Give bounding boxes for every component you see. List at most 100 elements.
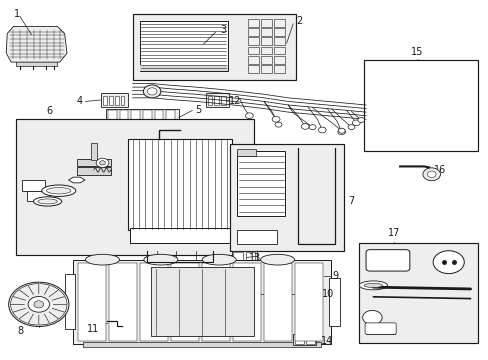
Bar (260, 46, 271, 54)
Circle shape (28, 296, 49, 312)
Text: 15: 15 (410, 47, 423, 57)
Bar (119, 111, 128, 125)
Circle shape (272, 116, 280, 122)
Bar (109, 96, 113, 105)
Bar (247, 56, 258, 64)
Bar (229, 144, 344, 251)
Bar (273, 56, 284, 64)
Bar (166, 111, 175, 125)
Bar (233, 252, 243, 260)
Bar (77, 158, 111, 166)
Bar (214, 96, 219, 105)
Bar (130, 228, 229, 243)
Ellipse shape (85, 254, 119, 265)
FancyBboxPatch shape (365, 323, 395, 334)
Bar (237, 152, 285, 216)
Bar (221, 96, 225, 105)
Bar (109, 262, 137, 341)
Bar (131, 111, 140, 125)
Circle shape (352, 120, 360, 126)
Bar (264, 262, 292, 341)
Ellipse shape (143, 254, 178, 265)
Circle shape (245, 113, 253, 118)
Text: 7: 7 (348, 197, 354, 206)
Bar (73, 260, 330, 343)
Bar (363, 60, 477, 152)
Circle shape (422, 168, 440, 181)
Text: 3: 3 (220, 25, 226, 35)
Circle shape (100, 161, 105, 165)
Bar (130, 228, 229, 243)
Bar (27, 191, 50, 202)
Bar (22, 180, 45, 191)
Circle shape (427, 171, 435, 177)
Bar (108, 111, 116, 125)
Bar (247, 46, 258, 54)
Bar (101, 93, 127, 107)
Bar (91, 143, 97, 160)
Bar (83, 342, 321, 347)
Bar (140, 262, 168, 341)
Bar (237, 149, 256, 156)
Bar (247, 65, 258, 73)
Bar (171, 262, 199, 341)
Text: 13: 13 (249, 252, 261, 262)
Circle shape (318, 127, 325, 133)
Bar (205, 93, 228, 107)
Ellipse shape (41, 185, 76, 197)
Circle shape (357, 117, 364, 122)
Bar (232, 251, 256, 261)
Circle shape (432, 251, 463, 274)
Circle shape (96, 158, 109, 167)
Ellipse shape (46, 188, 71, 194)
Bar (260, 56, 271, 64)
Text: 4: 4 (77, 96, 83, 107)
Polygon shape (9, 282, 69, 327)
Text: 8: 8 (18, 326, 24, 336)
Bar (305, 336, 314, 343)
Bar (106, 109, 179, 126)
Bar (273, 46, 284, 54)
Bar (154, 111, 163, 125)
Text: 12: 12 (228, 96, 241, 107)
Bar (77, 167, 111, 175)
Bar (207, 96, 212, 105)
Text: 11: 11 (86, 324, 99, 334)
Polygon shape (6, 26, 67, 62)
Text: 16: 16 (433, 165, 446, 175)
Circle shape (337, 129, 345, 135)
Bar (273, 19, 284, 27)
Ellipse shape (38, 199, 57, 204)
FancyBboxPatch shape (366, 249, 409, 271)
Circle shape (275, 122, 282, 127)
Bar (140, 21, 227, 71)
Bar (295, 262, 323, 341)
Ellipse shape (260, 254, 294, 265)
Text: 9: 9 (331, 271, 338, 282)
Bar (294, 336, 303, 343)
Bar (103, 96, 107, 105)
Bar (16, 119, 254, 255)
Bar (260, 65, 271, 73)
Ellipse shape (202, 254, 236, 265)
Bar (115, 96, 118, 105)
Bar (366, 324, 394, 334)
Circle shape (308, 125, 315, 130)
Bar (237, 230, 277, 244)
Ellipse shape (359, 281, 386, 290)
Circle shape (362, 310, 381, 325)
Text: 5: 5 (195, 105, 201, 115)
Bar (142, 111, 151, 125)
Bar (132, 14, 295, 80)
Bar (328, 278, 339, 326)
Text: 2: 2 (296, 16, 302, 26)
Bar (140, 64, 227, 71)
Circle shape (347, 125, 354, 130)
Bar (247, 19, 258, 27)
Text: 17: 17 (387, 228, 400, 238)
Bar (273, 37, 284, 45)
Bar (233, 262, 261, 341)
Bar (16, 60, 57, 66)
Bar (292, 334, 316, 345)
Text: 6: 6 (46, 106, 52, 116)
